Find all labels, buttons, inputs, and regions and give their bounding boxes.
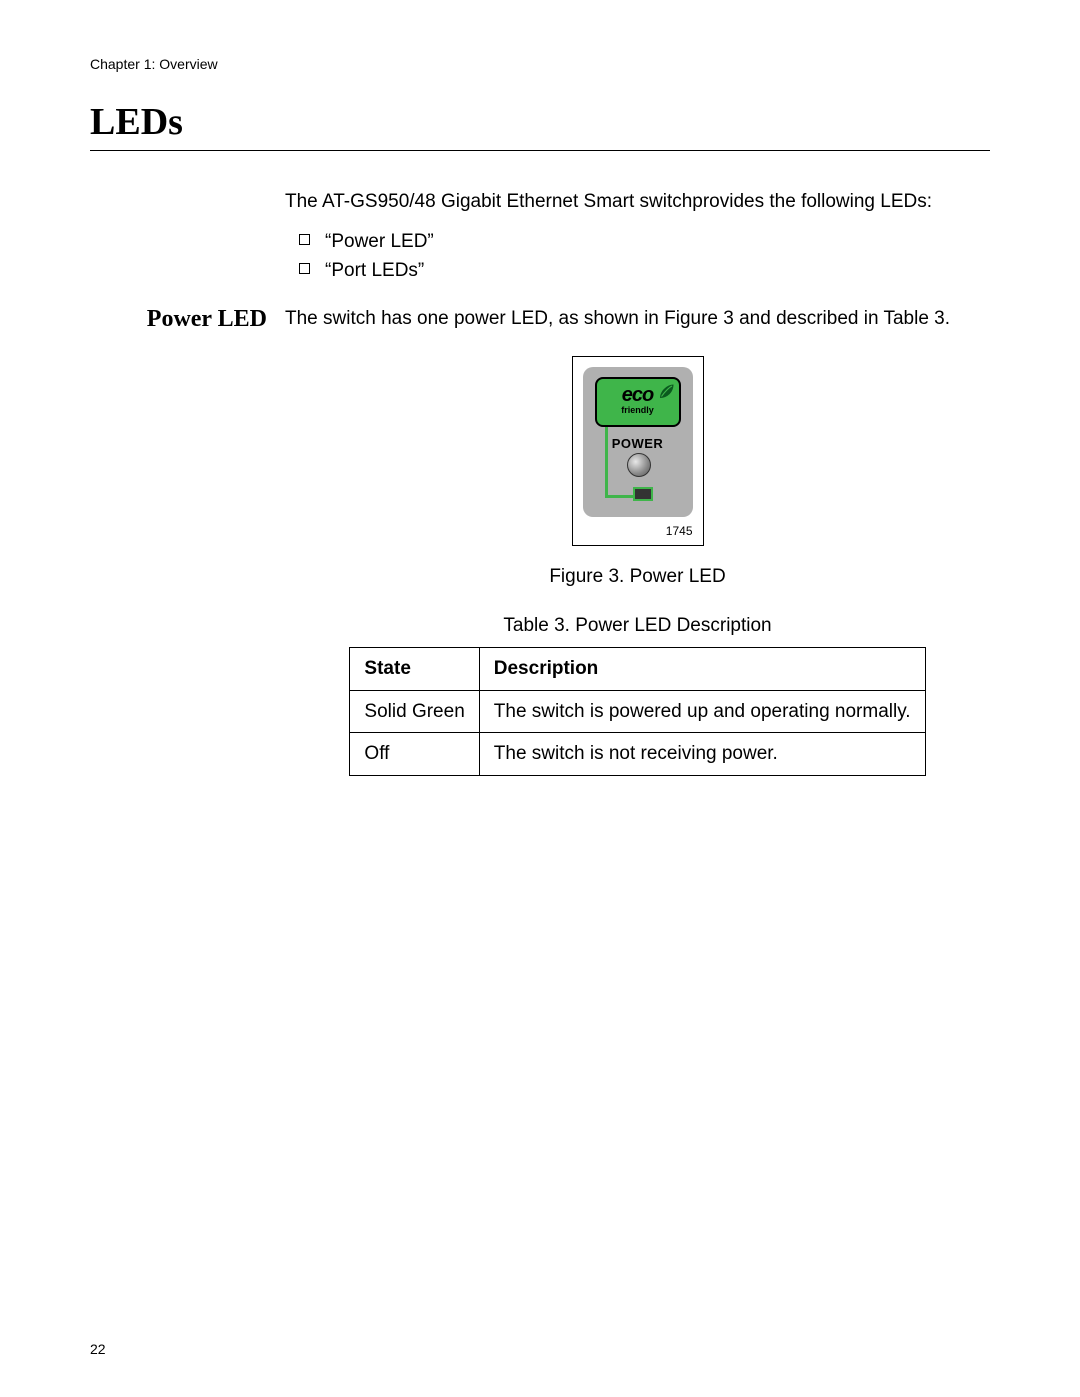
document-page: Chapter 1: Overview LEDs The AT-GS950/48… [0,0,1080,1397]
figure-ref-number: 1745 [583,523,693,539]
power-led-block: Power LED The switch has one power LED, … [90,306,990,776]
eco-text: eco [622,387,653,403]
col-description: Description [479,648,925,691]
section-title: LEDs [90,100,990,144]
power-led-figure: eco friendly POWER 1745 [572,356,704,546]
chapter-header: Chapter 1: Overview [90,56,990,72]
figure-wrap: eco friendly POWER 1745 [285,356,990,546]
intro-block: The AT-GS950/48 Gigabit Ethernet Smart s… [90,189,990,306]
connector-line [605,427,608,497]
page-number: 22 [90,1341,106,1357]
cell-description: The switch is not receiving power. [479,733,925,776]
connector-line [605,495,635,498]
table-row: Off The switch is not receiving power. [350,733,925,776]
power-label: POWER [583,435,693,453]
list-item: “Port LEDs” [285,258,990,284]
power-led-table: State Description Solid Green The switch… [349,647,925,776]
figure-caption: Figure 3. Power LED [285,564,990,590]
table-row: Solid Green The switch is powered up and… [350,690,925,733]
list-item: “Power LED” [285,229,990,255]
cell-state: Off [350,733,479,776]
device-panel: eco friendly POWER [583,367,693,517]
bullet-icon [299,263,310,274]
table-header-row: State Description [350,648,925,691]
bullet-text: “Port LEDs” [325,260,424,281]
eco-badge: eco friendly [595,377,681,427]
title-rule [90,150,990,151]
bullet-list: “Power LED” “Port LEDs” [285,229,990,284]
power-led-paragraph: The switch has one power LED, as shown i… [285,306,990,332]
cell-state: Solid Green [350,690,479,733]
power-led-indicator [627,453,651,477]
leaf-icon [657,383,675,401]
side-heading-power-led: Power LED [147,306,267,332]
bullet-icon [299,234,310,245]
eco-subtext: friendly [621,404,654,416]
bullet-text: “Power LED” [325,231,434,252]
intro-paragraph: The AT-GS950/48 Gigabit Ethernet Smart s… [285,189,990,215]
cell-description: The switch is powered up and operating n… [479,690,925,733]
mode-button-icon [633,487,653,501]
table-caption: Table 3. Power LED Description [285,613,990,639]
col-state: State [350,648,479,691]
